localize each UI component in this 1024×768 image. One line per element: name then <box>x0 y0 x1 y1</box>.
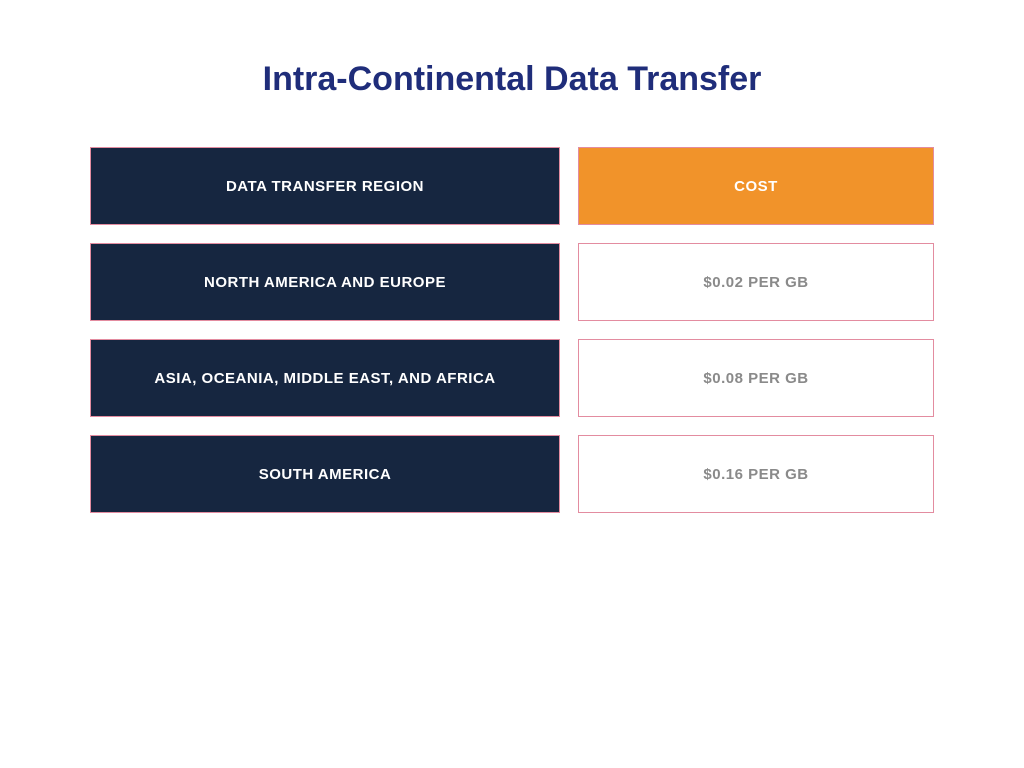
table-header-row: DATA TRANSFER REGION COST <box>90 147 934 225</box>
cell-region: NORTH AMERICA AND EUROPE <box>90 243 560 321</box>
table-row: SOUTH AMERICA $0.16 PER GB <box>90 435 934 513</box>
page-title: Intra-Continental Data Transfer <box>90 60 934 99</box>
pricing-table: DATA TRANSFER REGION COST NORTH AMERICA … <box>90 147 934 513</box>
cell-cost: $0.02 PER GB <box>578 243 934 321</box>
table-row: NORTH AMERICA AND EUROPE $0.02 PER GB <box>90 243 934 321</box>
cell-region: SOUTH AMERICA <box>90 435 560 513</box>
header-region: DATA TRANSFER REGION <box>90 147 560 225</box>
cell-region: ASIA, OCEANIA, MIDDLE EAST, AND AFRICA <box>90 339 560 417</box>
cell-cost: $0.16 PER GB <box>578 435 934 513</box>
cell-cost: $0.08 PER GB <box>578 339 934 417</box>
header-cost: COST <box>578 147 934 225</box>
table-row: ASIA, OCEANIA, MIDDLE EAST, AND AFRICA $… <box>90 339 934 417</box>
